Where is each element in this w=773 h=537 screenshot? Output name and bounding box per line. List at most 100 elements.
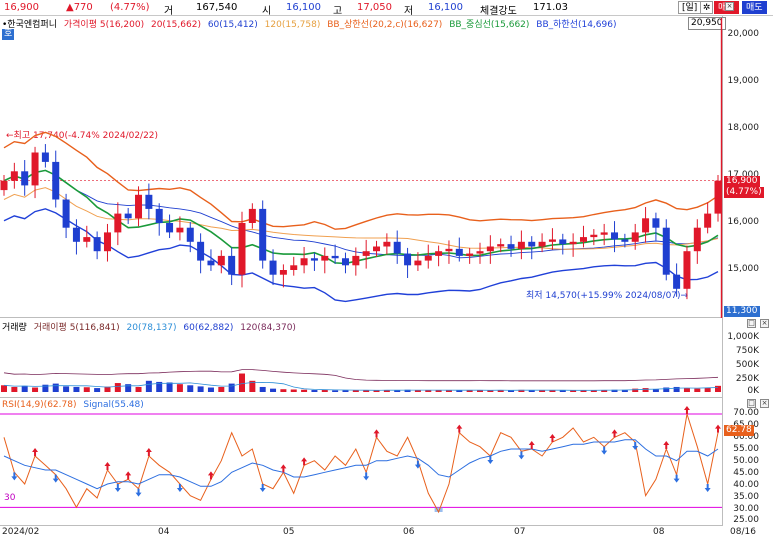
candle-body: [93, 237, 101, 252]
legend-bb-mid: BB_중심선(15,662): [449, 20, 530, 30]
rsi-sell-arrow: [673, 474, 680, 483]
sell-button[interactable]: 매도: [742, 1, 767, 14]
open-label: 시: [262, 6, 272, 17]
legend-ma5: 가격이평 5(16,200): [63, 20, 145, 30]
rsi-sell-arrow: [363, 472, 370, 481]
volume-bar: [394, 389, 401, 392]
volume-bar: [414, 390, 421, 392]
price-ytick: 15,000: [727, 264, 760, 274]
volume-bar: [73, 386, 80, 392]
candle-body: [103, 232, 111, 252]
candle-body: [455, 248, 463, 256]
rsi-sell-arrow: [176, 484, 183, 492]
candle-body: [166, 223, 174, 233]
bb-lower-line: [3, 208, 719, 303]
volume-bar: [311, 390, 318, 392]
volume-bar: [456, 390, 463, 392]
bottom-value-tag: 11,300: [724, 306, 760, 317]
rsi-buy-arrow: [373, 429, 380, 438]
candle-body: [611, 232, 619, 240]
candle-body: [693, 227, 701, 252]
candle-body: [445, 248, 453, 252]
volume-bar: [145, 380, 152, 392]
panel-close-icon[interactable]: ×: [760, 319, 769, 328]
candle-body: [424, 255, 432, 261]
legend-vol-ma120: 120(84,370): [240, 323, 296, 333]
volume-bar: [477, 390, 483, 392]
rsi-sell-arrow: [114, 484, 121, 492]
volume-label: 거: [164, 6, 174, 17]
rsi-line: [3, 413, 719, 514]
volume-bar: [487, 390, 494, 392]
volume-bar: [42, 384, 49, 392]
legend-rsi: RSI(14,9)(62.78): [2, 400, 77, 410]
volume-bar: [280, 389, 287, 392]
candle-body: [279, 270, 287, 275]
volume-bar: [290, 389, 297, 392]
candle-body: [559, 239, 567, 245]
candle-body: [517, 241, 525, 249]
volume-bar: [1, 385, 7, 392]
rsi-sell-arrow: [518, 451, 525, 460]
volume-bar: [301, 389, 308, 392]
candle-body: [538, 241, 546, 247]
volume-bar: [445, 390, 452, 392]
volume-bar: [166, 382, 173, 392]
volume-bar: [125, 384, 132, 392]
volume-bar: [570, 390, 577, 392]
candle-body: [590, 234, 598, 238]
candle-body: [631, 232, 639, 242]
candle-body: [259, 208, 267, 261]
rsi-current-tag: 62.78: [724, 425, 754, 436]
volume-bar: [228, 383, 235, 392]
x-label: 08: [653, 527, 665, 537]
rsi-ytick: 35.00: [733, 492, 759, 502]
price-change: ▲770: [66, 2, 93, 13]
candle-body: [704, 213, 712, 228]
candle-body: [62, 199, 70, 228]
volume-bar: [94, 388, 101, 392]
volume-bar: [218, 386, 225, 392]
candle-body: [497, 244, 505, 247]
current-pct-tag: (4.77%): [724, 187, 764, 198]
rsi-buy-arrow: [715, 424, 721, 433]
volume-bar: [342, 390, 349, 392]
panel-close-icon[interactable]: ×: [760, 399, 769, 408]
candle-body: [321, 255, 329, 261]
panel-maximize-icon[interactable]: □: [747, 399, 756, 408]
price-change-pct: (4.77%): [110, 2, 150, 13]
volume-bar: [518, 389, 525, 392]
volume-axis: 1,000K 750K 500K 250K 0K: [722, 318, 773, 398]
volume-bar: [663, 387, 670, 392]
candle-body: [228, 255, 236, 275]
candle-body: [352, 255, 360, 266]
rsi-ytick: 30.00: [733, 504, 759, 514]
volume-bar: [21, 385, 28, 392]
volume-ytick: 1,000K: [727, 332, 759, 342]
rsi-ytick: 55.00: [733, 444, 759, 454]
panel-close-icon[interactable]: ×: [725, 2, 734, 11]
volume-bar: [435, 390, 442, 392]
high-value: 17,050: [357, 2, 392, 13]
legend-vol-ma5: 거래이평 5(116,841): [33, 323, 120, 333]
hoga-tag[interactable]: 호: [2, 29, 15, 40]
candle-body: [683, 251, 691, 289]
high-label: 고: [333, 6, 343, 17]
volume-value: 167,540: [196, 2, 238, 13]
rsi-buy-arrow: [32, 448, 39, 456]
volume-bar: [373, 390, 380, 392]
candle-body: [362, 251, 370, 256]
gear-icon[interactable]: ✲: [700, 1, 713, 14]
panel-maximize-icon[interactable]: □: [747, 319, 756, 328]
candle-body: [248, 208, 256, 223]
candle-body: [579, 237, 587, 242]
rsi-level-label: 30: [4, 493, 16, 503]
volume-bar: [197, 386, 204, 392]
legend-signal: Signal(55.48): [83, 400, 144, 410]
volume-bar: [83, 387, 90, 392]
candle-body: [414, 260, 422, 266]
x-label: 04: [158, 527, 170, 537]
volume-bar: [52, 383, 59, 392]
ma120-line: [3, 187, 719, 250]
volume-bar: [363, 390, 370, 392]
